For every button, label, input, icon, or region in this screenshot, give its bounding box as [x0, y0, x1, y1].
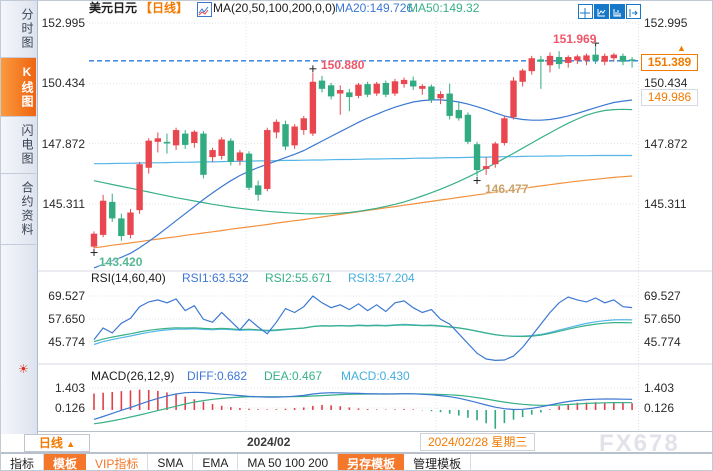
rsi1-value: RSI1:63.532	[182, 271, 249, 285]
rsi-axis-label-left: 45.774	[48, 335, 85, 349]
main-axis-label-left: 147.872	[41, 136, 85, 151]
rsi3-value: RSI3:57.204	[348, 271, 415, 285]
x-axis-row	[1, 431, 712, 453]
prev-close-tag: 149.986	[641, 89, 698, 106]
left-sidebar: 分时图 K线图 闪电图 合约资料	[1, 1, 38, 434]
symbol-title: 美元日元	[89, 1, 138, 15]
macd-axis-label-right: 0.126	[644, 400, 675, 415]
x-axis-month-label: 2024/02	[247, 435, 291, 449]
toolbar-item-1[interactable]: 指标	[1, 454, 45, 470]
swing-high-label: 150.880	[321, 58, 365, 72]
main-axis-label-left: 152.995	[41, 16, 85, 30]
toolbar-item-6[interactable]: MA 50 100 200	[238, 454, 339, 470]
rsi-axis-label-right: 57.650	[644, 312, 681, 326]
next-page-icon[interactable]	[626, 4, 641, 19]
macd-axis-label-left: 1.403	[54, 381, 85, 395]
rsi-settings-label[interactable]: RSI(14,60,40)	[91, 271, 166, 285]
toolbar-item-7[interactable]: 另存模板	[338, 454, 405, 470]
macd-axis-label-left: 0.126	[54, 400, 85, 415]
peak-high-label: 151.969	[553, 32, 597, 46]
selected-date-label: 2024/02/28 星期三	[420, 433, 536, 451]
main-axis-label-right: 150.434	[644, 76, 688, 91]
sidebar-item-2[interactable]: K线图	[1, 58, 36, 117]
price-up-arrow-icon: ▲	[677, 43, 686, 53]
rsi-axis-label-left: 57.650	[48, 312, 85, 326]
main-axis-label-right: 147.872	[644, 136, 688, 151]
current-price-tag: 151.389	[641, 54, 698, 71]
mini-chart-icon	[197, 2, 212, 17]
chevron-up-icon: ▲	[66, 439, 76, 449]
sun-icon[interactable]: ☀	[18, 362, 29, 376]
ma-settings-label[interactable]: MA(20,50,100,200,0,0)	[213, 1, 336, 15]
sidebar-item-4[interactable]: 合约资料	[1, 174, 36, 245]
bottom-toolbar: 指标 模板 VIP指标 SMA EMA MA 50 100 200 另存模板 管理模板	[1, 453, 712, 470]
toolbar-item-3[interactable]: VIP指标	[86, 454, 149, 470]
sidebar-item-1[interactable]: 分时图	[1, 1, 36, 58]
macd-diff-value: DIFF:0.682	[187, 369, 248, 383]
zoom-axis-icon[interactable]	[594, 4, 609, 19]
period-tag: 【日线】	[140, 1, 189, 15]
swing-low-label: 146.477	[485, 182, 529, 196]
rsi2-value: RSI2:55.671	[265, 271, 332, 285]
rsi-axis-label-right: 45.774	[644, 335, 681, 349]
period-selector[interactable]: 日线 ▲	[24, 434, 90, 452]
rsi-axis-label-right: 69.527	[644, 289, 681, 303]
ma50-value: MA50:149.32	[408, 1, 480, 15]
main-axis-label-left: 145.311	[42, 196, 86, 211]
toolbar-item-4[interactable]: SMA	[148, 454, 194, 470]
pane-chart-icon[interactable]	[610, 4, 625, 19]
macd-axis-label-right: 1.403	[644, 381, 675, 395]
macd-dea-value: DEA:0.467	[264, 369, 323, 383]
toolbar-item-2[interactable]: 模板	[44, 454, 87, 470]
sidebar-item-3[interactable]: 闪电图	[1, 117, 36, 174]
crosshair-icon[interactable]	[578, 4, 593, 19]
macd-hist-value: MACD:0.430	[341, 369, 410, 383]
chart-canvas[interactable]	[1, 1, 713, 453]
ma20-value: MA20:149.726	[335, 1, 414, 15]
main-axis-label-right: 145.311	[644, 196, 687, 211]
main-axis-label-right: 152.995	[644, 16, 688, 30]
main-axis-label-left: 150.434	[41, 76, 85, 91]
bottom-low-label: 143.420	[99, 255, 143, 269]
macd-settings-label[interactable]: MACD(26,12,9)	[91, 369, 175, 383]
toolbar-item-5[interactable]: EMA	[193, 454, 239, 470]
toolbar-item-8[interactable]: 管理模板	[404, 454, 472, 470]
rsi-axis-label-left: 69.527	[48, 289, 85, 303]
